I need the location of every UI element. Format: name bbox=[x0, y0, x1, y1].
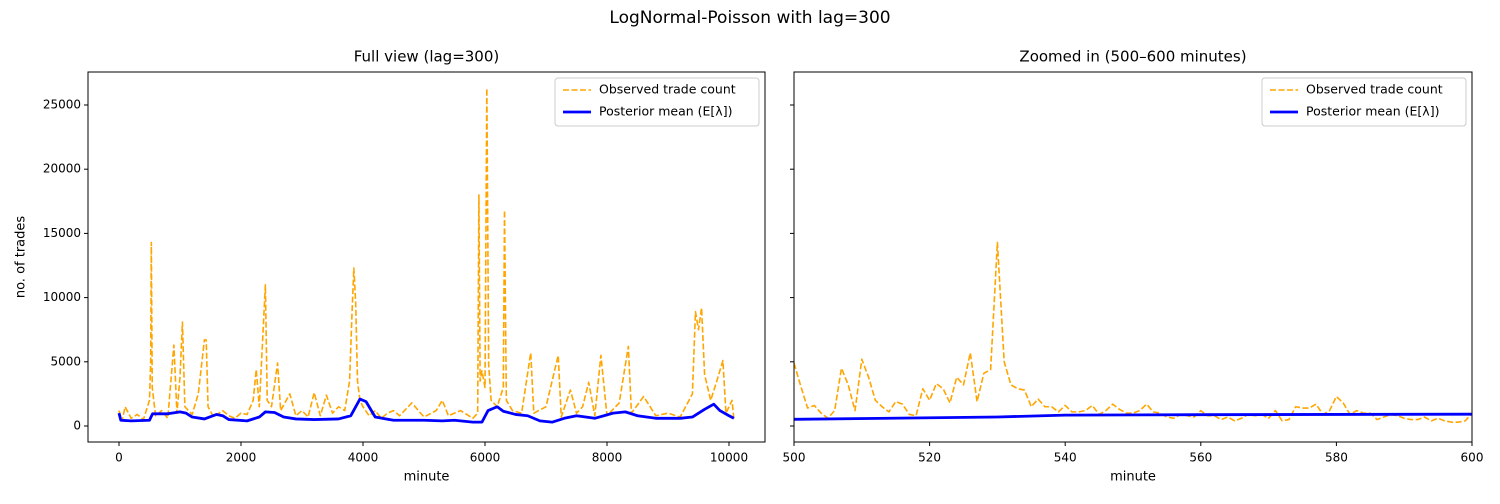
y-tick-label: 20000 bbox=[43, 162, 81, 176]
y-tick-label: 10000 bbox=[43, 290, 81, 304]
plot-area bbox=[794, 241, 1472, 423]
x-tick-label: 600 bbox=[1461, 451, 1484, 465]
y-axis-label: no. of trades bbox=[14, 216, 29, 299]
x-tick-label: 540 bbox=[1054, 451, 1077, 465]
x-tick-label: 2000 bbox=[226, 451, 257, 465]
series-line bbox=[117, 397, 735, 424]
x-tick-label: 10000 bbox=[710, 451, 748, 465]
x-tick-label: 0 bbox=[115, 451, 123, 465]
x-tick-label: 4000 bbox=[348, 451, 379, 465]
x-tick-label: 8000 bbox=[592, 451, 623, 465]
y-tick-label: 15000 bbox=[43, 226, 81, 240]
series-line bbox=[794, 241, 1472, 423]
axes-frame bbox=[793, 71, 1473, 443]
axes-frame bbox=[87, 71, 766, 443]
y-tick-label: 25000 bbox=[43, 97, 81, 111]
legend-label: Observed trade count bbox=[599, 82, 736, 97]
legend-label: Posterior mean (E[λ]) bbox=[1306, 104, 1439, 119]
axes-title: Zoomed in (500–600 minutes) bbox=[1019, 48, 1246, 66]
x-tick-label: 500 bbox=[783, 451, 806, 465]
x-tick-label: 580 bbox=[1325, 451, 1348, 465]
plot-area bbox=[117, 87, 735, 424]
x-axis-label: minute bbox=[1110, 470, 1156, 485]
series-line bbox=[794, 412, 1472, 421]
legend-label: Observed trade count bbox=[1306, 82, 1443, 97]
x-axis-label: minute bbox=[404, 470, 450, 485]
series-line bbox=[118, 87, 735, 422]
y-tick-label: 0 bbox=[73, 419, 81, 433]
x-tick-label: 520 bbox=[918, 451, 941, 465]
legend-box bbox=[554, 77, 760, 127]
axes-title: Full view (lag=300) bbox=[354, 48, 500, 66]
figure-title: LogNormal-Poisson with lag=300 bbox=[609, 8, 890, 28]
legend-box bbox=[1261, 77, 1467, 127]
x-tick-label: 6000 bbox=[470, 451, 501, 465]
y-tick-label: 5000 bbox=[50, 354, 81, 368]
x-tick-label: 560 bbox=[1189, 451, 1212, 465]
legend-label: Posterior mean (E[λ]) bbox=[599, 104, 732, 119]
